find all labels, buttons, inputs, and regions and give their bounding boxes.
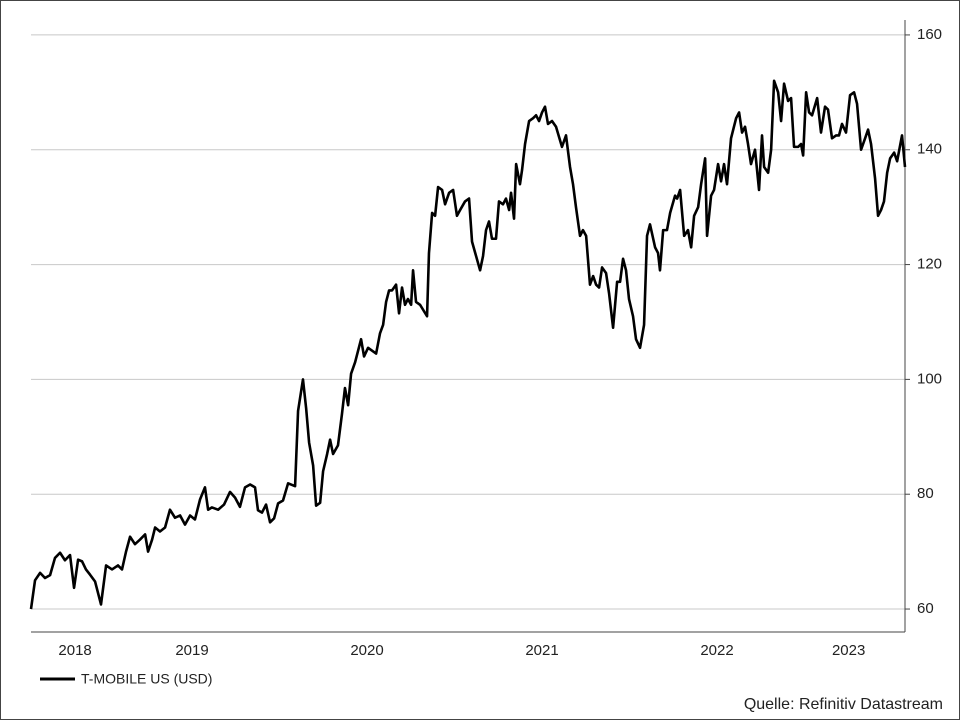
- y-tick-label: 80: [917, 485, 934, 502]
- x-tick-label: 2019: [175, 642, 208, 659]
- line-series: [29, 79, 907, 610]
- x-tick-label: 2021: [525, 642, 558, 659]
- legend-label: T-MOBILE US (USD): [81, 671, 212, 687]
- y-tick-label: 120: [917, 256, 942, 273]
- x-tick-label: 2020: [350, 642, 383, 659]
- y-tick-label: 160: [917, 26, 942, 43]
- x-tick-label: 2018: [58, 642, 91, 659]
- x-tick-label: 2023: [832, 642, 865, 659]
- y-tick-label: 60: [917, 600, 934, 617]
- x-tick-label: 2022: [700, 642, 733, 659]
- source: Quelle: Refinitiv Datastream: [744, 696, 943, 713]
- y-tick-label: 100: [917, 370, 942, 387]
- y-tick-label: 140: [917, 141, 942, 158]
